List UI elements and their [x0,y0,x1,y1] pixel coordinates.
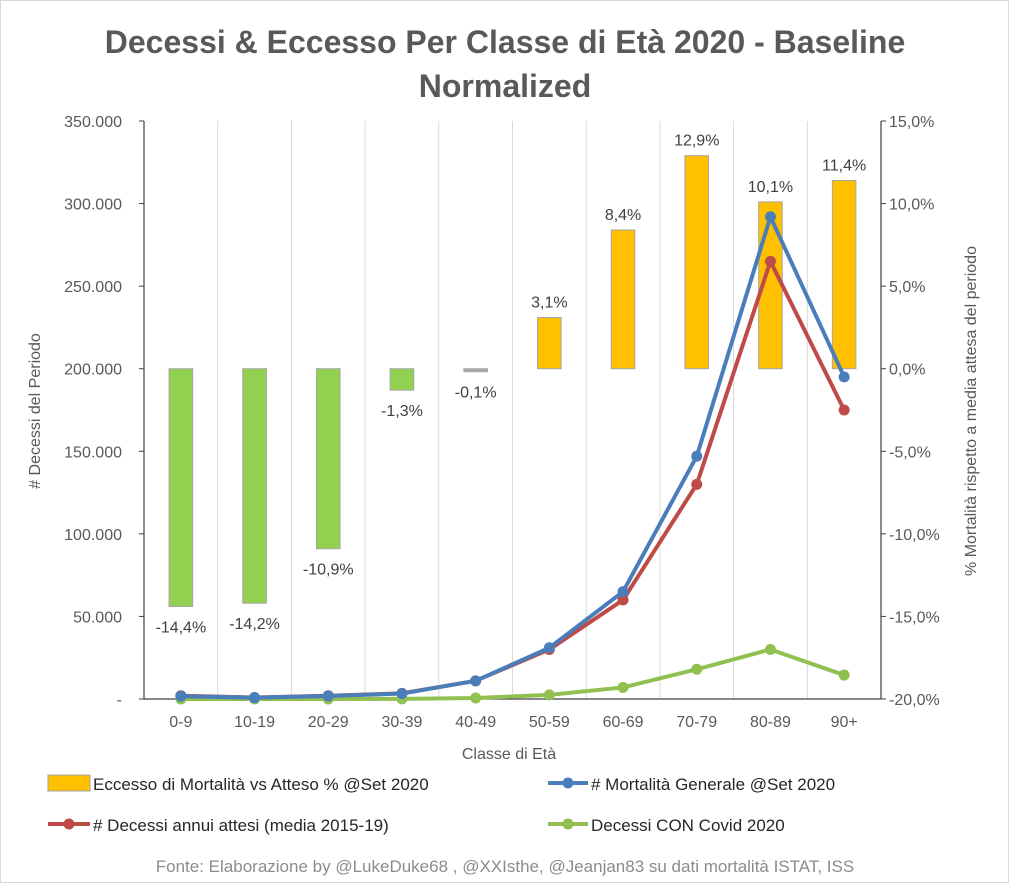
legend-swatch-excess [47,774,91,792]
y-axis-right-title: % Mortalità rispetto a media attesa del … [963,246,980,576]
point-mortalita-generale [543,642,555,654]
y-left-tick-label: 50.000 [73,609,122,626]
point-mortalita-generale [838,371,850,383]
bar-data-label: -1,3% [381,403,423,420]
x-tick-label: 0-9 [169,714,192,731]
bar-data-label: 8,4% [605,207,641,224]
y-right-tick-label: -15,0% [889,609,940,626]
point-decessi-attesi [838,404,850,416]
legend-marker-covid [562,818,574,830]
point-mortalita-generale [691,450,703,462]
x-tick-label: 30-39 [381,714,422,731]
point-mortalita-generale [396,688,408,700]
bar-excess [242,368,267,604]
point-decessi-covid [543,689,555,701]
legend-label-general: # Mortalità Generale @Set 2020 [591,775,835,794]
chart-title: Decessi & Eccesso Per Classe di Età 2020… [105,24,905,60]
bar-data-label: -14,2% [229,616,280,633]
left-axis-ticks: - 50.000 100.000 150.000 200.000 250.000 300.0… [64,114,144,709]
point-mortalita-generale [764,211,776,223]
bar-data-label: -10,9% [303,562,354,579]
x-tick-label: 80-89 [750,714,791,731]
right-axis-ticks: -20,0% -15,0% -10,0% -5,0% 0,0% 5,0% 10,0% 15,0… [881,114,940,709]
bar-data-label: 11,4% [822,157,866,174]
bar-labels: -14,4% -14,2% -10,9% -1,3% -0,1% 3,1% 8,4% 12,9… [155,133,866,637]
bar-excess [610,229,636,370]
bar-data-label: 12,9% [674,133,719,150]
point-decessi-attesi [764,255,776,267]
y-right-tick-label: -10,0% [889,527,940,544]
point-mortalita-generale [617,586,629,598]
legend-marker-expected [63,818,75,830]
legend-marker-general [562,777,574,789]
y-left-tick-label: 350.000 [64,114,122,131]
y-left-tick-label: 100.000 [64,527,122,544]
point-decessi-covid [764,643,776,655]
point-decessi-covid [617,681,629,693]
x-axis-title: Classe di Età [462,746,556,763]
x-tick-label: 70-79 [676,714,717,731]
line-decessi-covid [180,647,845,701]
y-right-tick-label: -20,0% [889,692,940,709]
line-mortalita-generale [180,214,846,700]
point-decessi-attesi [691,478,703,490]
x-tick-label: 90+ [831,714,858,731]
x-axis-ticks: 0-9 10-19 20-29 30-39 40-49 50-59 60-69 70-79 80… [169,714,857,731]
bar-excess [831,179,857,370]
y-right-tick-label: 5,0% [889,279,925,296]
legend-label-covid: Decessi CON Covid 2020 [591,816,785,835]
y-left-tick-label: 200.000 [64,362,122,379]
y-right-tick-label: 15,0% [889,114,934,131]
point-mortalita-generale [249,692,261,704]
y-right-tick-label: 10,0% [889,197,934,214]
bar-data-label: 10,1% [748,179,793,196]
line-series [175,211,850,705]
point-mortalita-generale [470,675,482,687]
bar-excess [684,155,710,370]
x-tick-label: 50-59 [529,714,570,731]
bar-excess [537,317,562,370]
legend-label-excess: Eccesso di Mortalità vs Atteso % @Set 20… [93,775,429,794]
point-decessi-covid [838,669,850,681]
y-left-tick-label: - [117,692,122,709]
y-left-tick-label: 150.000 [64,444,122,461]
y-axis-left-title: # Decessi del Periodo [27,333,44,489]
point-mortalita-generale [175,690,187,702]
x-tick-label: 10-19 [234,714,275,731]
bar-excess [463,368,488,373]
point-decessi-covid [691,663,703,675]
point-mortalita-generale [322,690,334,702]
bar-data-label: -0,1% [455,385,497,402]
bar-data-label: -14,4% [155,620,206,637]
point-decessi-attesi [617,594,629,606]
bar-data-label: 3,1% [531,295,567,312]
bar-excess [168,368,194,608]
legend: Eccesso di Mortalità vs Atteso % @Set 20… [47,774,835,835]
y-left-tick-label: 300.000 [64,197,122,214]
y-right-tick-label: -5,0% [889,444,931,461]
source-note: Fonte: Elaborazione by @LukeDuke68 , @XX… [156,857,854,876]
point-decessi-covid [470,692,482,704]
y-left-tick-label: 250.000 [64,279,122,296]
bar-excess [389,368,415,391]
x-tick-label: 20-29 [308,714,349,731]
y-right-tick-label: 0,0% [889,362,925,379]
chart-subtitle: Normalized [419,68,591,104]
legend-label-expected: # Decessi annui attesi (media 2015-19) [93,816,389,835]
x-tick-label: 60-69 [603,714,644,731]
x-tick-label: 40-49 [455,714,496,731]
bar-excess [315,368,341,550]
